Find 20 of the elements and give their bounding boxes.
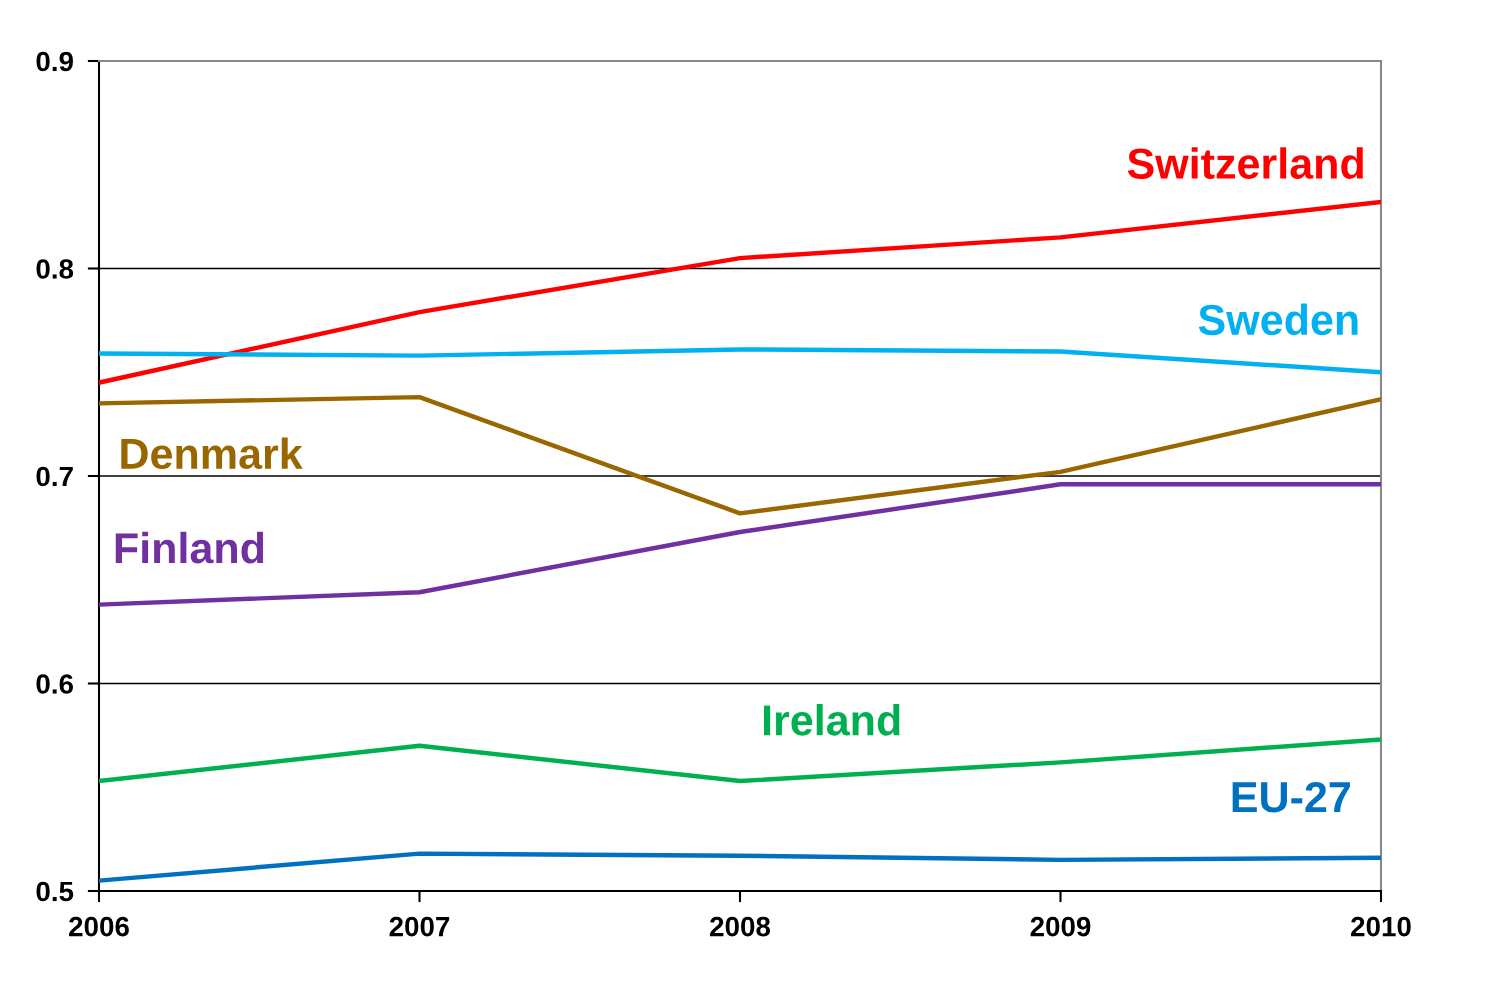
x-tick-label: 2009 bbox=[1030, 916, 1091, 937]
x-tick-label: 2010 bbox=[1351, 916, 1411, 937]
line-series bbox=[99, 851, 1381, 883]
y-tick-label: 0.7 bbox=[36, 466, 73, 487]
series-label: Denmark bbox=[121, 437, 303, 470]
series-label: Switzerland bbox=[1127, 147, 1363, 179]
series-label: Finland bbox=[115, 531, 264, 564]
y-tick-label: 0.6 bbox=[36, 674, 73, 694]
x-tick-label: 2006 bbox=[69, 916, 129, 937]
series-label: EU-27 bbox=[1232, 781, 1350, 813]
x-tick-label: 2008 bbox=[710, 916, 771, 937]
line-series bbox=[99, 737, 1381, 784]
y-tick-label: 0.5 bbox=[36, 881, 74, 902]
line-series bbox=[99, 482, 1381, 607]
line-series bbox=[99, 347, 1381, 375]
series-label: Sweden bbox=[1198, 303, 1358, 336]
x-tick-label: 2007 bbox=[389, 916, 450, 937]
y-tick-label: 0.9 bbox=[36, 51, 73, 72]
y-tick-label: 0.8 bbox=[36, 259, 74, 279]
series-label: Ireland bbox=[763, 704, 900, 736]
